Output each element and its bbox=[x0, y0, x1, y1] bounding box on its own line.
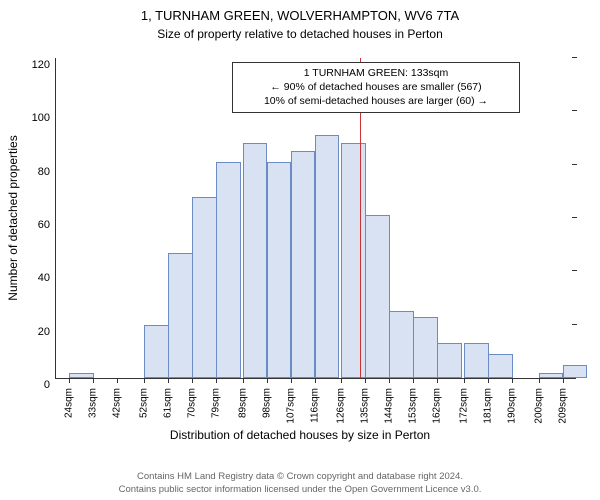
x-tick-mark bbox=[389, 378, 390, 383]
x-tick-mark bbox=[93, 378, 94, 383]
x-tick-label: 42sqm bbox=[112, 384, 123, 418]
histogram-bar bbox=[69, 373, 94, 378]
chart-subtitle: Size of property relative to detached ho… bbox=[0, 27, 600, 41]
x-tick-label: 200sqm bbox=[533, 384, 544, 424]
x-tick-mark bbox=[464, 378, 465, 383]
x-tick-label: 79sqm bbox=[211, 384, 222, 418]
footer-attribution: Contains HM Land Registry data © Crown c… bbox=[0, 471, 600, 496]
x-tick-label: 172sqm bbox=[459, 384, 470, 424]
x-tick-label: 33sqm bbox=[88, 384, 99, 418]
x-tick-label: 61sqm bbox=[163, 384, 174, 418]
y-tick-mark bbox=[572, 57, 577, 58]
y-tick-label: 120 bbox=[32, 59, 56, 71]
x-tick-label: 98sqm bbox=[261, 384, 272, 418]
x-tick-mark bbox=[243, 378, 244, 383]
histogram-bar bbox=[168, 253, 193, 378]
x-tick-label: 107sqm bbox=[285, 384, 296, 424]
histogram-bar bbox=[539, 373, 564, 378]
x-tick-mark bbox=[117, 378, 118, 383]
chart-title: 1, TURNHAM GREEN, WOLVERHAMPTON, WV6 7TA bbox=[0, 0, 600, 25]
y-tick-mark bbox=[572, 217, 577, 218]
x-tick-mark bbox=[168, 378, 169, 383]
annotation-line: 1 TURNHAM GREEN: 133sqm bbox=[241, 66, 511, 80]
x-tick-mark bbox=[69, 378, 70, 383]
x-tick-label: 135sqm bbox=[360, 384, 371, 424]
annotation-box: 1 TURNHAM GREEN: 133sqm ← 90% of detache… bbox=[232, 62, 520, 113]
x-tick-label: 153sqm bbox=[408, 384, 419, 424]
histogram-bar bbox=[341, 143, 366, 378]
histogram-bar bbox=[563, 365, 588, 378]
y-tick-label: 80 bbox=[38, 166, 56, 178]
x-tick-label: 162sqm bbox=[432, 384, 443, 424]
x-tick-label: 126sqm bbox=[336, 384, 347, 424]
x-tick-label: 24sqm bbox=[64, 384, 75, 418]
y-tick-label: 100 bbox=[32, 112, 56, 124]
y-tick-label: 0 bbox=[44, 379, 56, 391]
x-tick-mark bbox=[488, 378, 489, 383]
histogram-bar bbox=[413, 317, 438, 378]
y-tick-label: 40 bbox=[38, 272, 56, 284]
x-tick-label: 116sqm bbox=[309, 384, 320, 423]
x-tick-mark bbox=[413, 378, 414, 383]
y-tick-mark bbox=[572, 110, 577, 111]
x-tick-mark bbox=[315, 378, 316, 383]
x-tick-mark bbox=[437, 378, 438, 383]
x-tick-mark bbox=[563, 378, 564, 383]
histogram-bar bbox=[192, 197, 217, 378]
x-tick-mark bbox=[365, 378, 366, 383]
y-tick-mark bbox=[572, 164, 577, 165]
annotation-line: ← 90% of detached houses are smaller (56… bbox=[241, 80, 511, 94]
x-tick-mark bbox=[291, 378, 292, 383]
histogram-bar bbox=[144, 325, 169, 378]
y-tick-mark bbox=[572, 270, 577, 271]
y-axis-label: Number of detached properties bbox=[6, 135, 20, 300]
x-tick-mark bbox=[216, 378, 217, 383]
x-tick-mark bbox=[144, 378, 145, 383]
x-tick-label: 190sqm bbox=[507, 384, 518, 424]
y-tick-label: 60 bbox=[38, 219, 56, 231]
annotation-line: 10% of semi-detached houses are larger (… bbox=[241, 94, 511, 108]
x-tick-label: 181sqm bbox=[483, 384, 494, 424]
x-tick-label: 52sqm bbox=[139, 384, 150, 418]
footer-line: Contains public sector information licen… bbox=[0, 484, 600, 496]
x-tick-mark bbox=[192, 378, 193, 383]
x-tick-label: 144sqm bbox=[384, 384, 395, 424]
x-tick-mark bbox=[341, 378, 342, 383]
x-tick-label: 209sqm bbox=[557, 384, 568, 424]
footer-line: Contains HM Land Registry data © Crown c… bbox=[0, 471, 600, 483]
x-tick-mark bbox=[512, 378, 513, 383]
y-tick-label: 20 bbox=[38, 326, 56, 338]
histogram-bar bbox=[315, 135, 340, 378]
histogram-bar bbox=[389, 311, 414, 378]
x-tick-mark bbox=[539, 378, 540, 383]
histogram-bar bbox=[437, 343, 462, 378]
histogram-bar bbox=[243, 143, 268, 378]
x-tick-mark bbox=[267, 378, 268, 383]
histogram-bar bbox=[267, 162, 292, 378]
x-axis-label: Distribution of detached houses by size … bbox=[0, 428, 600, 442]
y-tick-mark bbox=[572, 324, 577, 325]
histogram-bar bbox=[464, 343, 489, 378]
x-tick-label: 89sqm bbox=[237, 384, 248, 418]
histogram-bar bbox=[291, 151, 316, 378]
histogram-bar bbox=[216, 162, 241, 378]
histogram-bar bbox=[365, 215, 390, 378]
x-tick-label: 70sqm bbox=[187, 384, 198, 418]
histogram-bar bbox=[488, 354, 513, 378]
